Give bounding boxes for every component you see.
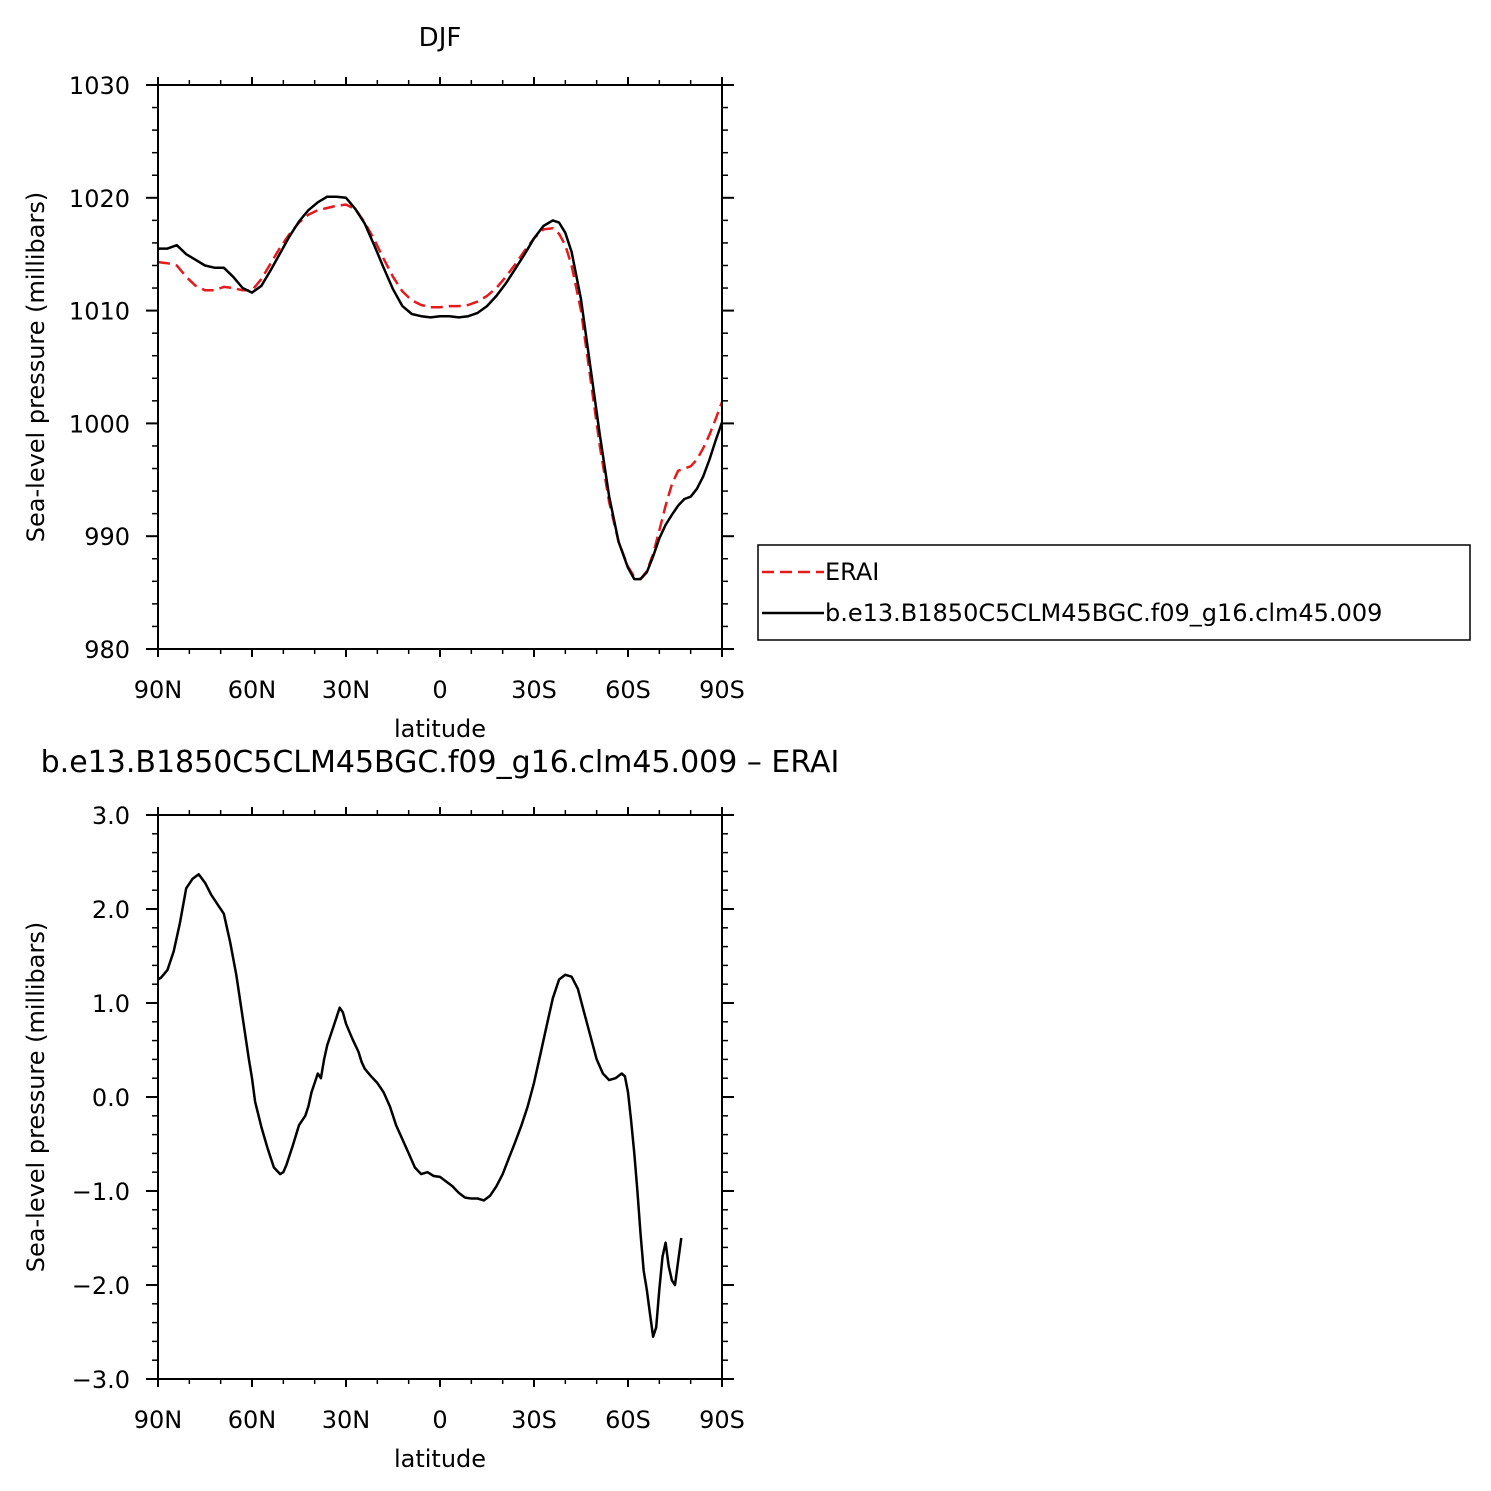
bottom-x-axis-label: latitude — [394, 1445, 486, 1473]
y-tick-label: −1.0 — [72, 1178, 130, 1206]
x-tick-label: 0 — [432, 676, 447, 704]
y-tick-label: −2.0 — [72, 1272, 130, 1300]
x-tick-label: 60S — [605, 676, 651, 704]
bottom-chart-title: b.e13.B1850C5CLM45BGC.f09_g16.clm45.009 … — [41, 745, 840, 780]
y-tick-label: 3.0 — [92, 802, 130, 830]
y-tick-label: 1.0 — [92, 990, 130, 1018]
legend-label-model: b.e13.B1850C5CLM45BGC.f09_g16.clm45.009 — [825, 599, 1382, 627]
x-tick-label: 60N — [228, 676, 277, 704]
x-tick-label: 90N — [134, 1406, 183, 1434]
x-tick-label: 90S — [699, 1406, 745, 1434]
bottom-axis-ticks: 90N 60N 30N 0 30S 60S 90S −3.0 −2.0 −1.0 0.0 1.0 2.0… — [72, 802, 745, 1434]
legend-box — [757, 544, 1471, 641]
x-tick-label: 60S — [605, 1406, 651, 1434]
series-line-erai — [157, 203, 724, 581]
y-tick-label: 1000 — [69, 410, 130, 438]
bottom-y-axis-label: Sea-level pressure (millibars) — [22, 922, 50, 1272]
top-chart-title: DJF — [419, 23, 462, 53]
bottom-plot-frame — [157, 814, 723, 1380]
x-tick-label: 30N — [322, 676, 371, 704]
top-axis-ticks: 90N 60N 30N 0 30S 60S 90S 980 990 1000 1010 1020 103… — [69, 72, 745, 704]
x-tick-label: 0 — [432, 1406, 447, 1434]
x-tick-label: 30S — [511, 676, 557, 704]
y-tick-label: 980 — [84, 636, 130, 664]
series-line-difference — [157, 872, 683, 1338]
x-tick-label: 60N — [228, 1406, 277, 1434]
bottom-series-lines — [157, 872, 683, 1338]
y-tick-label: 1020 — [69, 185, 130, 213]
series-line-model — [158, 195, 724, 581]
legend-label-erai: ERAI — [825, 558, 879, 586]
top-plot-frame — [157, 84, 723, 650]
y-tick-label: 2.0 — [92, 896, 130, 924]
y-tick-label: 1010 — [69, 298, 130, 326]
y-tick-label: 990 — [84, 523, 130, 551]
x-tick-label: 30N — [322, 1406, 371, 1434]
top-panel: DJF 90N 60N 30N 0 30S 60S 90S 980 990 1000 1010 102… — [22, 23, 745, 743]
x-tick-label: 30S — [511, 1406, 557, 1434]
y-tick-label: 0.0 — [92, 1084, 130, 1112]
y-tick-label: −3.0 — [72, 1366, 130, 1394]
top-y-axis-label: Sea-level pressure (millibars) — [22, 192, 50, 542]
x-tick-label: 90S — [699, 676, 745, 704]
top-series-lines — [157, 195, 724, 581]
x-tick-label: 90N — [134, 676, 183, 704]
top-x-axis-label: latitude — [394, 715, 486, 743]
bottom-panel: b.e13.B1850C5CLM45BGC.f09_g16.clm45.009 … — [22, 745, 839, 1473]
y-tick-label: 1030 — [69, 72, 130, 100]
legend: ERAI b.e13.B1850C5CLM45BGC.f09_g16.clm45… — [757, 544, 1471, 641]
